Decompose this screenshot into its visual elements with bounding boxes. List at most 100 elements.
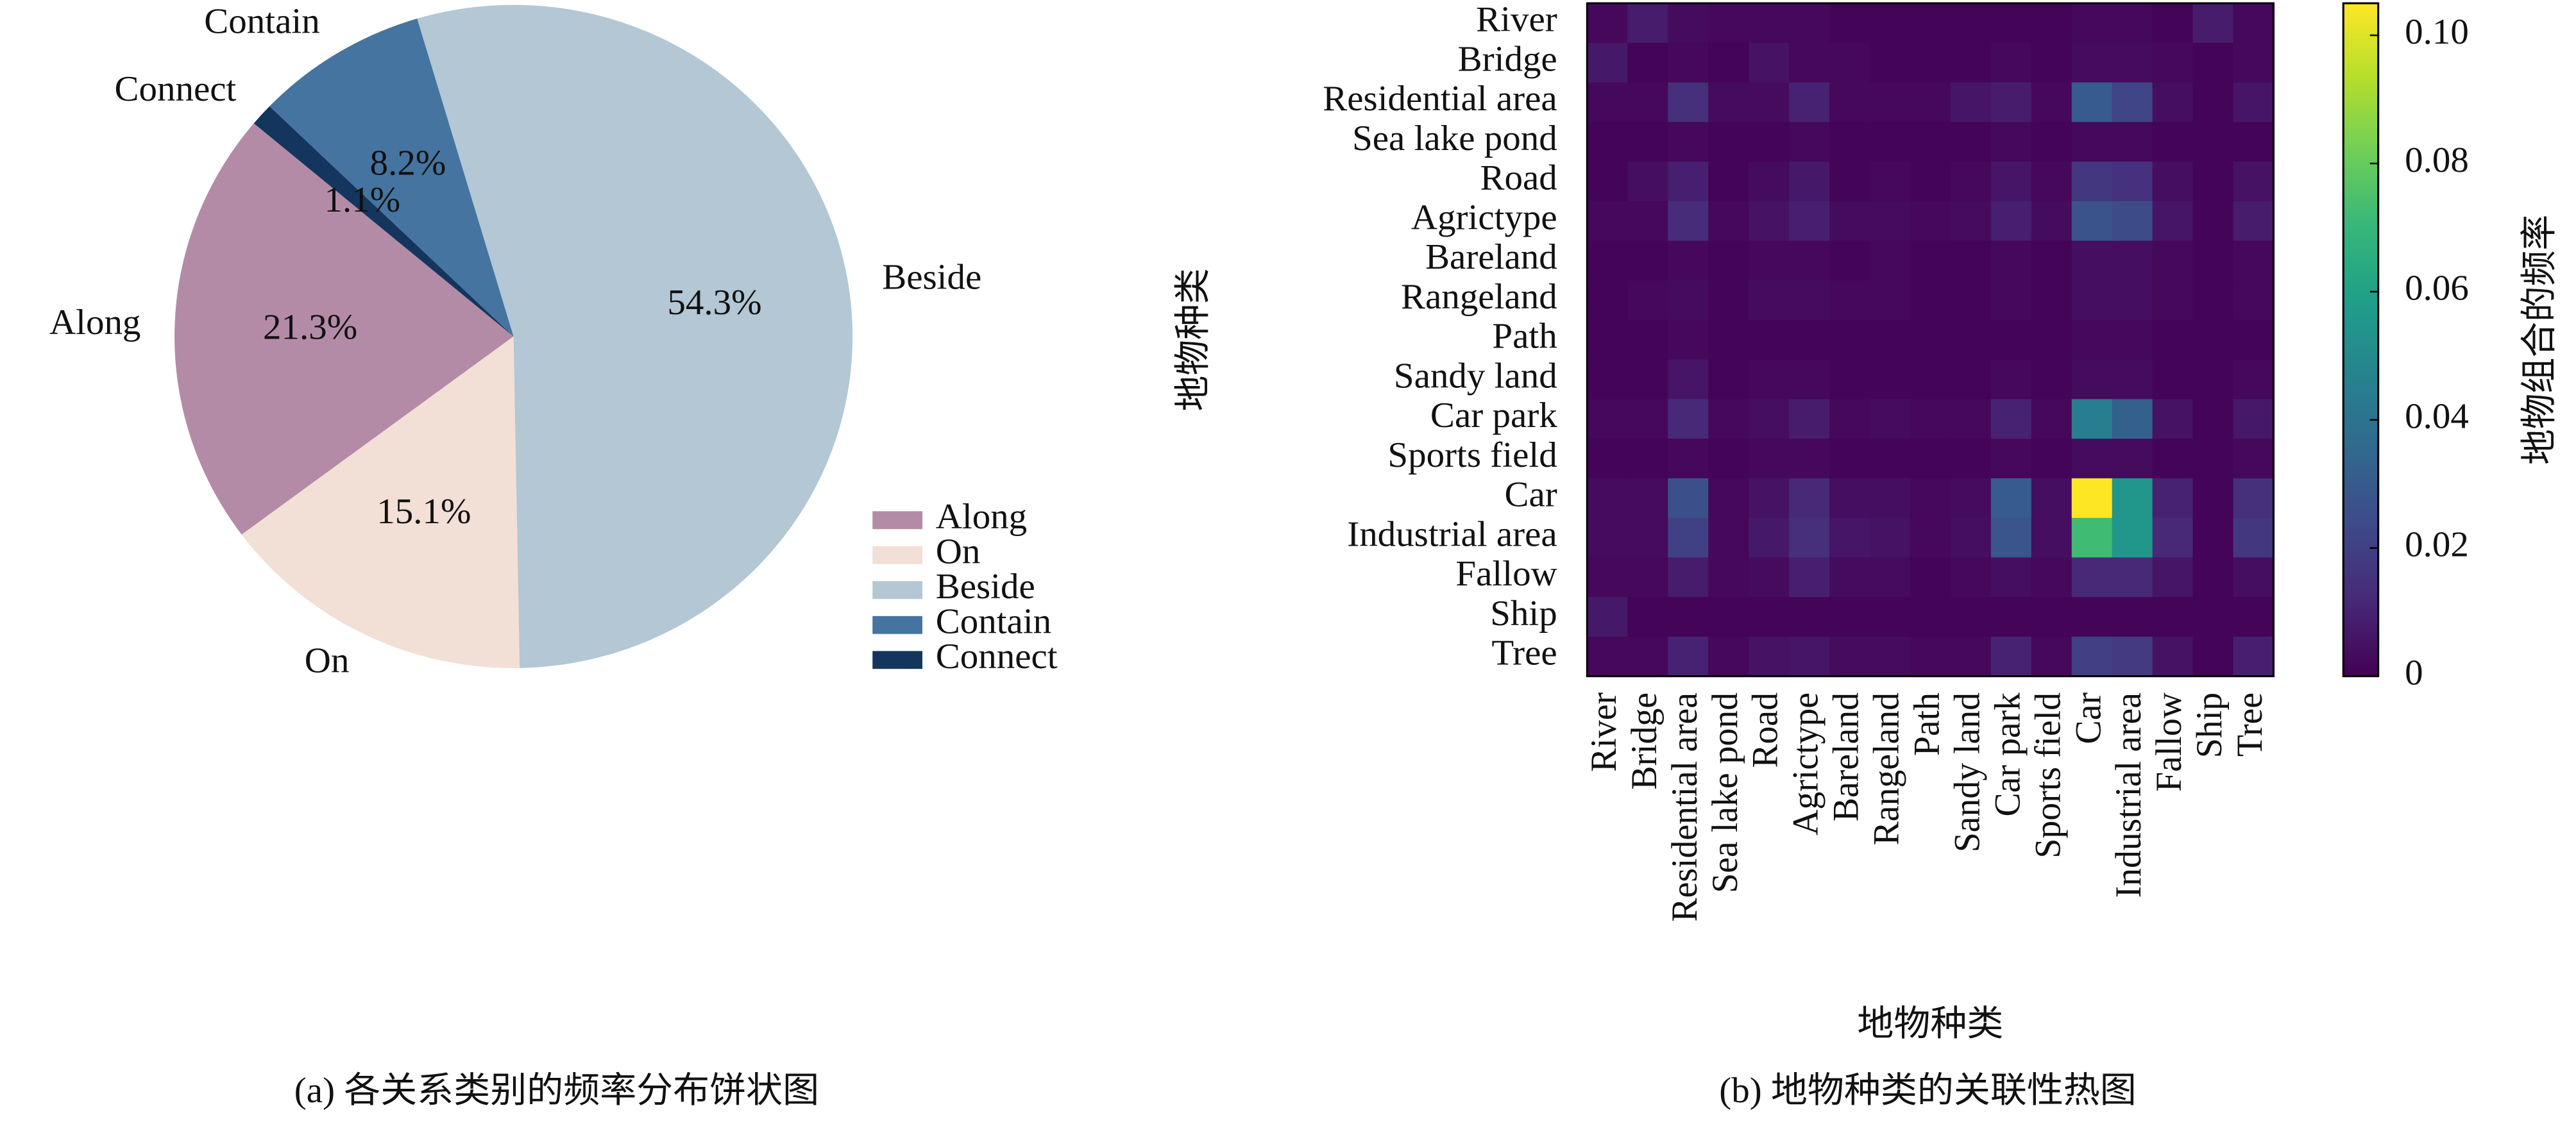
heatmap-cell	[2152, 122, 2194, 163]
colorbar-tick-label: 0	[2405, 653, 2423, 692]
heatmap-cell	[2112, 240, 2153, 281]
colorbar	[2342, 2, 2380, 678]
y-tick-label: Sports field	[1387, 435, 1557, 474]
legend-label: Connect	[936, 637, 1058, 676]
heatmap-cell	[2071, 42, 2113, 83]
heatmap-cell	[1910, 319, 1951, 360]
heatmap-cell	[2192, 122, 2234, 163]
heatmap-cell	[1950, 42, 1992, 83]
heatmap-cell	[2192, 280, 2234, 321]
heatmap-cell	[1789, 42, 1831, 83]
heatmap-cell	[1910, 478, 1951, 519]
heatmap-cell	[1789, 162, 1831, 202]
heatmap-cell	[1668, 359, 1709, 400]
heatmap-cell	[1789, 478, 1831, 519]
y-tick-label: Car	[1504, 475, 1557, 514]
heatmap-cell	[1990, 162, 2032, 202]
heatmap-cell	[2233, 3, 2275, 44]
heatmap-cell	[1829, 636, 1871, 677]
heatmap-cell	[2071, 122, 2113, 163]
heatmap-cell	[2031, 399, 2072, 440]
heatmap-cell	[1950, 162, 1992, 202]
heatmap-cell	[2031, 240, 2072, 281]
x-axis-label: 地物种类	[1857, 1005, 2003, 1044]
heatmap-cell	[2031, 597, 2072, 637]
heatmap-cell	[1668, 162, 1709, 202]
heatmap-cell	[2233, 240, 2275, 281]
x-tick-label: Bridge	[1624, 692, 1665, 790]
heatmap-cell	[1990, 3, 2032, 44]
y-tick-label: Path	[1492, 317, 1557, 356]
heatmap-cell	[1950, 319, 1992, 360]
heatmap-cell	[2152, 399, 2194, 440]
legend-swatch	[872, 546, 922, 564]
heatmap-cell	[2233, 319, 2275, 360]
heatmap-cell	[2192, 42, 2234, 83]
heatmap-cell	[1950, 3, 1992, 44]
heatmap-cell	[1668, 597, 1709, 637]
heatmap-cell	[1627, 517, 1669, 558]
heatmap-cell	[1627, 439, 1669, 479]
heatmap-cell	[1869, 517, 1911, 558]
x-tick-label: Car park	[1988, 692, 2028, 816]
colorbar-tick-label: 0.04	[2405, 397, 2469, 436]
x-tick-label: Ship	[2190, 692, 2230, 758]
heatmap-cell	[1708, 597, 1750, 637]
heatmap-cell	[2071, 82, 2113, 123]
y-tick-label: Rangeland	[1401, 277, 1557, 316]
heatmap-cell	[1869, 557, 1911, 598]
heatmap-cell	[1668, 478, 1709, 519]
heatmap-cell	[2233, 439, 2275, 479]
heatmap-cell	[1627, 122, 1669, 163]
heatmap-cell	[1910, 201, 1951, 242]
heatmap-cell	[1708, 319, 1750, 360]
heatmap-cell	[1829, 3, 1871, 44]
heatmap-cell	[1587, 42, 1629, 83]
heatmap-cell	[1749, 478, 1790, 519]
heatmap-cell	[1587, 478, 1629, 519]
pie-wedge	[174, 123, 514, 535]
heatmap-cell	[2152, 478, 2194, 519]
heatmap-cell	[1668, 280, 1709, 321]
heatmap-cell	[1627, 478, 1669, 519]
heatmap-cell	[1990, 240, 2032, 281]
heatmap-cell	[2031, 122, 2072, 163]
heatmap-cell	[1789, 201, 1831, 242]
heatmap-cell	[1708, 122, 1750, 163]
x-tick-label: Path	[1907, 692, 1947, 756]
heatmap-cell	[1990, 201, 2032, 242]
x-tick-label: Tree	[2230, 692, 2271, 757]
heatmap-cell	[2031, 162, 2072, 202]
heatmap-cell	[2031, 557, 2072, 598]
heatmap-cell	[1950, 122, 1992, 163]
heatmap-cell	[2233, 359, 2275, 400]
heatmap-cell	[2192, 478, 2234, 519]
heatmap-cell	[1990, 478, 2032, 519]
y-tick-label: Industrial area	[1347, 515, 1557, 554]
heatmap-cell	[2071, 162, 2113, 202]
heatmap-cell	[1990, 82, 2032, 123]
heatmap-cell	[1990, 399, 2032, 440]
pie-wedge	[241, 336, 520, 668]
heatmap-cell	[2112, 201, 2153, 242]
heatmap-cell	[2192, 359, 2234, 400]
y-tick-label: Road	[1480, 158, 1557, 197]
heatmap-cell	[2152, 439, 2194, 479]
heatmap-cell	[1749, 122, 1790, 163]
heatmap-cell	[1869, 280, 1911, 321]
heatmap-cell	[1789, 319, 1831, 360]
heatmap-cell	[1910, 42, 1951, 83]
heatmap-cell	[2233, 42, 2275, 83]
heatmap-cell	[2112, 517, 2153, 558]
colorbar-tick-label: 0.02	[2405, 525, 2469, 564]
heatmap-cell	[2031, 201, 2072, 242]
heatmap-cell	[1950, 399, 1992, 440]
heatmap-cell	[1668, 319, 1709, 360]
heatmap-cell	[1627, 82, 1669, 123]
y-tick-label: Fallow	[1455, 555, 1557, 594]
heatmap-cell	[1990, 557, 2032, 598]
heatmap-cell	[1789, 82, 1831, 123]
heatmap-cell	[1910, 122, 1951, 163]
legend-label: Beside	[936, 567, 1035, 607]
